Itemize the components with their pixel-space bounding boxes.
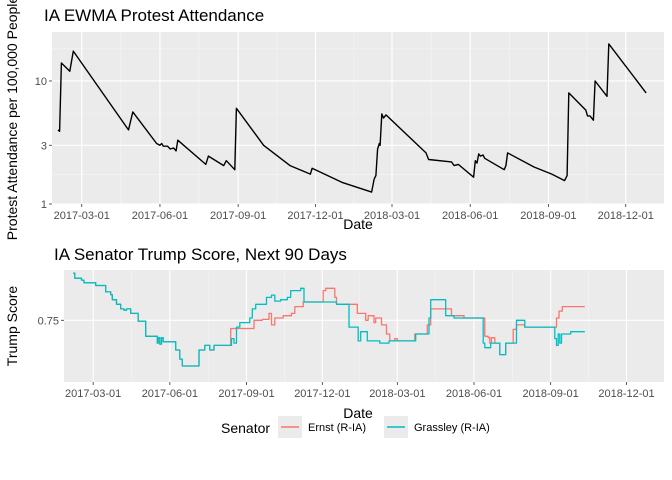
trump-score-chart: IA Senator Trump Score, Next 90 Days 201…: [4, 245, 664, 421]
protest-attendance-chart: IA EWMA Protest Attendance 2017-03-01 201…: [4, 0, 664, 240]
chart2-panel: [64, 270, 664, 382]
chart1-x-tick-label: 2017-09-01: [210, 210, 266, 222]
chart1-x-tick-label: 2018-12-01: [598, 210, 654, 222]
chart2-x-tick-label: 2018-03-01: [369, 388, 425, 400]
chart2-x-axis: 2017-03-01 2017-06-01 2017-09-01 2017-12-01…: [65, 382, 655, 400]
chart1-x-title: Date: [343, 216, 373, 232]
chart2-title: IA Senator Trump Score, Next 90 Days: [54, 245, 347, 264]
chart2-x-title: Date: [343, 405, 373, 421]
chart1-panel: [52, 32, 664, 204]
chart1-y-axis: 1 3 10: [35, 76, 52, 211]
chart1-y-tick-label: 3: [41, 140, 47, 152]
chart2-x-tick-label: 2017-06-01: [142, 388, 198, 400]
chart2-x-tick-label: 2018-09-01: [523, 388, 579, 400]
chart1-title: IA EWMA Protest Attendance: [44, 6, 264, 25]
chart1-x-tick-label: 2017-03-01: [54, 210, 110, 222]
chart1-x-tick-label: 2017-12-01: [287, 210, 343, 222]
chart1-y-tick-label: 10: [35, 76, 47, 88]
chart2-y-axis: 0.75: [38, 315, 64, 327]
chart2-x-tick-label: 2018-12-01: [598, 388, 654, 400]
chart1-x-tick-label: 2018-09-01: [520, 210, 576, 222]
chart1-x-tick-label: 2018-06-01: [442, 210, 498, 222]
chart2-y-title: Trump Score: [4, 286, 20, 367]
chart1-x-tick-label: 2017-06-01: [132, 210, 188, 222]
legend-label-grassley: Grassley (R-IA): [414, 422, 490, 434]
chart2-x-tick-label: 2017-03-01: [65, 388, 121, 400]
chart1-y-title: Protest Attendance per 100,000 People: [4, 0, 20, 240]
legend-title: Senator: [221, 420, 270, 436]
chart2-x-tick-label: 2018-06-01: [446, 388, 502, 400]
chart1-y-tick-label: 1: [41, 199, 47, 211]
chart2-x-tick-label: 2017-09-01: [218, 388, 274, 400]
chart2-y-tick-label: 0.75: [38, 315, 59, 327]
chart2-x-tick-label: 2017-12-01: [294, 388, 350, 400]
legend-label-ernst: Ernst (R-IA): [308, 422, 366, 434]
